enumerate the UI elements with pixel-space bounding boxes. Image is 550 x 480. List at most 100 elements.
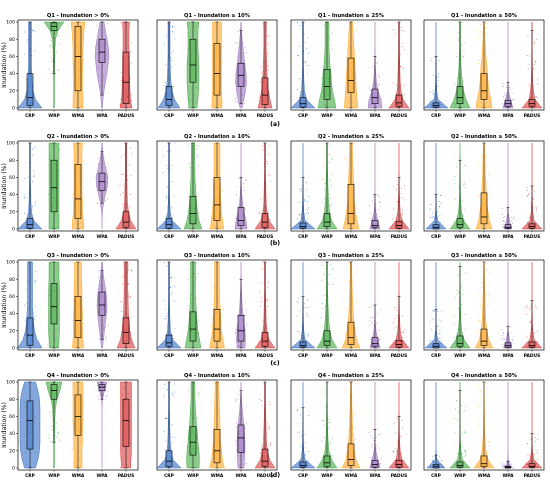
data-point: [404, 84, 406, 86]
data-point: [241, 323, 243, 325]
data-point: [129, 338, 131, 340]
x-tick-label: WPA: [369, 353, 381, 359]
data-point: [102, 326, 104, 328]
data-point: [324, 467, 326, 469]
data-point: [71, 72, 73, 74]
box-iqr: [50, 384, 58, 400]
data-point: [323, 66, 325, 68]
data-point: [245, 90, 247, 92]
data-point: [51, 206, 53, 208]
data-point: [77, 264, 78, 266]
data-point: [196, 435, 198, 437]
data-point: [197, 164, 199, 166]
data-point: [300, 334, 302, 336]
data-point: [55, 422, 57, 424]
data-point: [373, 325, 375, 326]
data-point: [436, 196, 437, 198]
data-point: [478, 320, 480, 322]
data-point: [129, 78, 131, 80]
data-point: [535, 38, 537, 40]
data-point: [213, 104, 215, 106]
data-point: [101, 177, 103, 179]
data-point: [379, 83, 380, 85]
data-point: [534, 332, 535, 334]
data-point: [52, 59, 54, 61]
y-tick-label: 100: [6, 260, 15, 266]
series-crp: CRP: [290, 143, 316, 240]
data-point: [456, 290, 458, 292]
data-point: [174, 142, 176, 144]
data-point: [130, 175, 132, 177]
data-point: [130, 442, 132, 444]
data-point: [172, 291, 174, 293]
data-point: [215, 53, 217, 55]
x-tick-label: WMA: [478, 353, 491, 359]
data-point: [307, 451, 309, 452]
data-point: [237, 30, 238, 32]
panel-title: Q1 - Inundation ≥ 50%: [451, 13, 518, 19]
data-point: [353, 143, 355, 144]
y-tick-label: 0: [12, 227, 15, 233]
data-point: [354, 107, 356, 109]
data-point: [485, 218, 487, 220]
data-point: [24, 452, 26, 454]
data-point: [454, 296, 456, 298]
data-point: [267, 299, 269, 301]
x-tick-label: WPA: [369, 113, 381, 119]
data-point: [454, 342, 456, 344]
data-point: [191, 161, 193, 163]
data-point: [526, 346, 528, 348]
data-point: [197, 88, 199, 90]
data-point: [481, 50, 483, 52]
data-point: [193, 419, 195, 421]
data-point: [221, 50, 223, 52]
data-point: [99, 391, 101, 393]
box-iqr: [528, 463, 536, 468]
data-point: [100, 295, 102, 297]
data-point: [58, 34, 59, 36]
data-point: [265, 299, 267, 301]
data-point: [189, 93, 191, 95]
data-point: [375, 331, 377, 333]
data-point: [401, 209, 403, 211]
data-point: [76, 196, 78, 198]
data-point: [328, 459, 330, 461]
data-point: [397, 201, 399, 203]
data-point: [480, 298, 482, 300]
data-point: [535, 101, 537, 103]
x-tick-label: CRP: [431, 473, 442, 479]
data-point: [99, 284, 101, 286]
data-point: [24, 406, 26, 408]
data-point: [173, 50, 175, 52]
data-point: [535, 224, 537, 226]
data-point: [126, 283, 128, 285]
data-point: [454, 408, 456, 410]
data-point: [193, 271, 195, 273]
data-point: [267, 228, 269, 230]
data-point: [263, 76, 265, 78]
data-point: [325, 428, 327, 430]
data-point: [76, 46, 78, 48]
data-point: [188, 48, 189, 50]
data-point: [378, 84, 380, 86]
data-point: [166, 195, 168, 197]
data-point: [217, 52, 219, 54]
data-point: [242, 94, 244, 96]
data-point: [392, 467, 394, 469]
data-point: [198, 393, 200, 395]
data-point: [370, 338, 372, 340]
data-point: [349, 268, 351, 270]
data-point: [308, 212, 309, 214]
data-point: [267, 423, 269, 425]
data-point: [98, 280, 100, 281]
data-point: [328, 81, 329, 82]
data-point: [49, 336, 51, 338]
data-point: [356, 75, 358, 77]
data-point: [238, 218, 240, 219]
data-point: [79, 408, 81, 410]
data-point: [125, 434, 127, 436]
box-iqr: [26, 400, 34, 450]
data-point: [130, 62, 132, 64]
data-point: [512, 343, 514, 345]
data-point: [174, 228, 176, 230]
